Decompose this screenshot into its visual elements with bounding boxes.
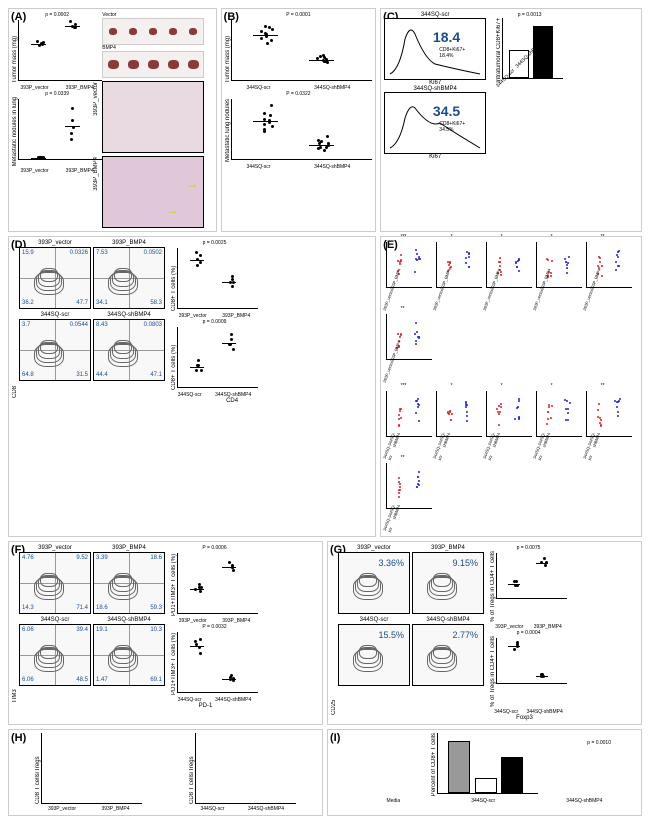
panel-g-flowplots: 393P_vector3.36%393P_BMP49.15%344SQ-scr1… [337,545,485,715]
panel-h: (H) CD8 T cells/Tregs 393P_vector393P_BM… [8,729,323,816]
facs-hist-shbmp4: 34.5 CD8+Ki67+ 34.5% [384,92,486,154]
panel-d: (D) CD8 393P_vector15.90.032647.736.2393… [8,236,376,537]
panel-b-scatter1 [231,20,373,81]
panel-b: (B) P = 0.0001 Tumor mass (mg) 344SQ-scr… [221,8,377,232]
panel-g: (G) CD25 393P_vector3.36%393P_BMP49.15%3… [327,541,642,725]
panel-f-flowplots: 393P_vector4.769.5271.414.3393P_BMP43.39… [18,545,166,703]
tumor-image-vector [102,18,204,45]
panel-e: (E) ***393P_vector393P_BMP4*393P_vector3… [380,236,642,537]
figure-container: (A) p = 0.0002 Tumor mass (mg) 393P_vect… [8,8,642,816]
panel-a-scatter2 [18,99,102,160]
panel-h-box2 [195,733,296,804]
panel-i-label: (I) [330,732,340,744]
panel-a-xlabels2: 393P_vector393P_BMP4 [12,168,102,174]
panel-i-barchart [437,733,538,794]
panel-b-scatter2 [231,99,373,160]
panel-e-row1: ***393P_vector393P_BMP4*393P_vector393P_… [384,240,638,384]
panel-h-label: (H) [11,732,26,744]
panel-a: (A) p = 0.0002 Tumor mass (mg) 393P_vect… [8,8,217,232]
panel-f: (F) TIM3 393P_vector4.769.5271.414.3393P… [8,541,323,725]
panel-h-box1 [41,733,142,804]
histology-bmp4: 393P_BMP4→→ [102,156,204,228]
histology-vector: 393P_vector [102,81,204,153]
tumor-image-bmp4 [102,51,204,78]
panel-e-row2: ***344SQ-scr344SQ-shBMP4*344SQ-scr344SQ-… [384,389,638,533]
panel-c: (C) 344SQ-scr 18.4 CD8+Ki67+ 18.4% Ki67 … [380,8,642,232]
panel-d-flowplots: 393P_vector15.90.032647.736.2393P_BMP47.… [18,240,166,398]
facs-hist-scr: 18.4 CD8+Ki67+ 18.4% [384,18,486,80]
panel-i: (I) Percent of CD8+ T cells p = 0.0010 M… [327,729,642,816]
panel-a-scatter1 [18,20,102,81]
